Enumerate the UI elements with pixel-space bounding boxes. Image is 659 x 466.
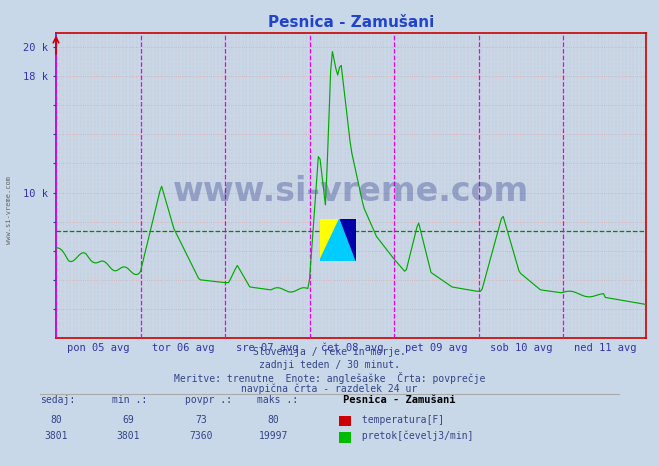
Text: 69: 69	[123, 415, 134, 425]
Text: www.si-vreme.com: www.si-vreme.com	[173, 175, 529, 208]
Title: Pesnica - Zamušani: Pesnica - Zamušani	[268, 15, 434, 30]
Text: Slovenija / reke in morje.: Slovenija / reke in morje.	[253, 347, 406, 357]
Text: 7360: 7360	[189, 431, 213, 441]
Text: pretok[čevelj3/min]: pretok[čevelj3/min]	[356, 431, 473, 441]
Text: sedaj:: sedaj:	[40, 395, 74, 405]
Text: Pesnica - Zamušani: Pesnica - Zamušani	[343, 395, 455, 405]
Text: 73: 73	[195, 415, 207, 425]
Text: 19997: 19997	[259, 431, 288, 441]
Polygon shape	[320, 219, 339, 261]
Text: povpr .:: povpr .:	[185, 395, 231, 405]
Text: maks .:: maks .:	[257, 395, 298, 405]
Polygon shape	[320, 219, 356, 261]
Text: www.si-vreme.com: www.si-vreme.com	[5, 176, 12, 244]
Text: temperatura[F]: temperatura[F]	[356, 415, 444, 425]
Text: 3801: 3801	[44, 431, 68, 441]
Text: zadnji teden / 30 minut.: zadnji teden / 30 minut.	[259, 360, 400, 370]
Text: min .:: min .:	[112, 395, 147, 405]
Text: 3801: 3801	[117, 431, 140, 441]
Text: Meritve: trenutne  Enote: anglešaške  Črta: povprečje: Meritve: trenutne Enote: anglešaške Črta…	[174, 372, 485, 384]
Text: 80: 80	[50, 415, 62, 425]
Text: navpična črta - razdelek 24 ur: navpična črta - razdelek 24 ur	[241, 384, 418, 395]
Polygon shape	[339, 219, 356, 261]
Text: 80: 80	[268, 415, 279, 425]
